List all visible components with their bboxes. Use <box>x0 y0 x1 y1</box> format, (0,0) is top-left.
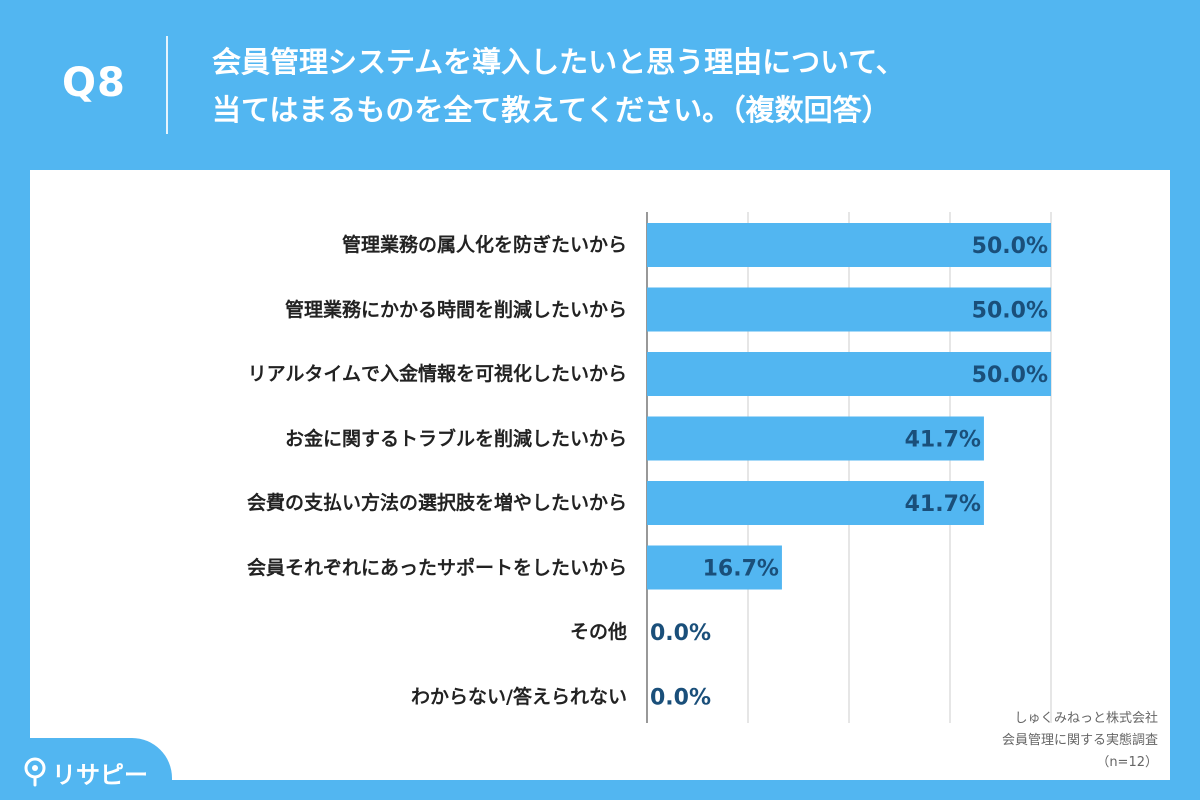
header-divider <box>166 36 168 134</box>
category-label: リアルタイムで入金情報を可視化したいから <box>247 363 627 385</box>
bar <box>647 287 1051 332</box>
question-title: 会員管理システムを導入したいと思う理由について、 当てはまるものを全て教えてくだ… <box>212 38 1172 134</box>
question-title-line-2: 当てはまるものを全て教えてください。（複数回答） <box>212 93 891 127</box>
source-survey: 会員管理に関する実態調査 <box>1001 733 1158 748</box>
bar-value-label: 0.0% <box>650 686 711 711</box>
bar-value-label: 50.0% <box>972 299 1048 324</box>
question-number: Q8 <box>62 60 126 106</box>
bar <box>647 416 984 461</box>
bar-value-label: 41.7% <box>905 428 981 453</box>
bar-value-label: 41.7% <box>905 492 981 517</box>
pin-icon <box>24 757 46 787</box>
brand-logo: リサピー <box>22 756 148 789</box>
category-label: お金に関するトラブルを削減したいから <box>284 427 627 450</box>
question-title-line-1: 会員管理システムを導入したいと思う理由について、 <box>212 45 905 79</box>
category-label: 管理業務にかかる時間を削減したいから <box>284 298 627 321</box>
bar-value-label: 50.0% <box>972 234 1048 259</box>
bar <box>647 223 1051 267</box>
bar-value-label: 50.0% <box>972 363 1048 388</box>
source-company: しゅくみねっと株式会社 <box>1014 711 1158 726</box>
source-note: しゅくみねっと株式会社 会員管理に関する実態調査 （n=12） <box>858 708 1158 774</box>
sample-size: （n=12） <box>1096 755 1158 770</box>
category-label: 会費の支払い方法の選択肢を増やしたいから <box>246 492 627 514</box>
category-label: 会員それぞれにあったサポートをしたいから <box>246 556 627 579</box>
category-label: 管理業務の属人化を防ぎたいから <box>341 234 627 256</box>
bar-value-label: 16.7% <box>703 557 779 582</box>
logo-text: リサピー <box>52 760 148 789</box>
bar <box>647 352 1051 396</box>
category-label: わからない/答えられない <box>411 685 627 708</box>
question-header: Q8 会員管理システムを導入したいと思う理由について、 当てはまるものを全て教え… <box>0 0 1200 170</box>
category-label: その他 <box>569 621 627 643</box>
bar <box>647 481 984 525</box>
logo-tab <box>0 738 172 800</box>
bar-chart: 50.0% 50.0% 50.0% 41.7% 41.7% 16.7% 0.0% 0.0% <box>646 212 1052 723</box>
chart-panel: 管理業務の属人化を防ぎたいから管理業務にかかる時間を削減したいからリアルタイムで… <box>30 170 1170 780</box>
bar-value-label: 0.0% <box>650 621 711 646</box>
bar <box>647 545 782 590</box>
